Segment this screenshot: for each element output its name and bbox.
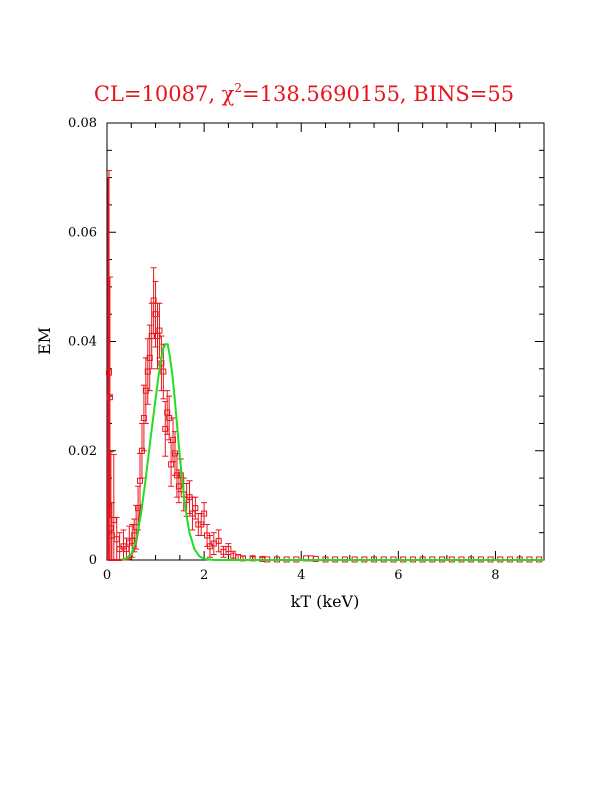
x-tick-label: 0: [103, 568, 111, 583]
model-curve: [121, 343, 544, 561]
data-point: [162, 425, 169, 432]
x-tick-label: 8: [491, 568, 499, 583]
y-tick-label: 0.04: [68, 335, 97, 350]
x-tick-label: 6: [394, 568, 402, 583]
data-point: [152, 311, 159, 318]
y-tick-label: 0.08: [68, 116, 97, 131]
chart-title-chi: χ: [222, 82, 235, 106]
data-point: [150, 297, 157, 304]
data-point: [140, 414, 147, 421]
data-point: [175, 483, 182, 490]
chart-title-chi-exponent: 2: [234, 81, 242, 95]
y-tick-label: 0.02: [68, 444, 97, 459]
y-tick-label: 0: [89, 553, 97, 568]
plot-frame: [106, 122, 545, 561]
y-axis-label: EM: [35, 327, 54, 355]
x-tick-label: 2: [200, 568, 208, 583]
data-point: [225, 546, 232, 553]
data-point: [144, 368, 151, 375]
x-tick-label: 4: [297, 568, 305, 583]
data-point: [192, 505, 199, 512]
y-tick-label: 0.06: [68, 225, 97, 240]
data-point: [170, 436, 177, 443]
chart-title-suffix: =138.5690155, BINS=55: [242, 82, 514, 106]
data-point: [156, 327, 163, 334]
data-point: [160, 368, 167, 375]
x-axis-label: kT (keV): [291, 592, 360, 611]
plot-area: 0 2 4 6 8 0 0.02 0.04 0.06 0.08: [68, 116, 545, 583]
chart-title: CL=10087, χ2=138.5690155, BINS=55: [94, 81, 514, 106]
chart-title-prefix: CL=10087,: [94, 82, 222, 106]
data-point: [201, 510, 208, 517]
data-point: [173, 472, 180, 479]
data-point: [312, 555, 319, 562]
data-point: [215, 537, 222, 544]
data-point: [146, 354, 153, 361]
